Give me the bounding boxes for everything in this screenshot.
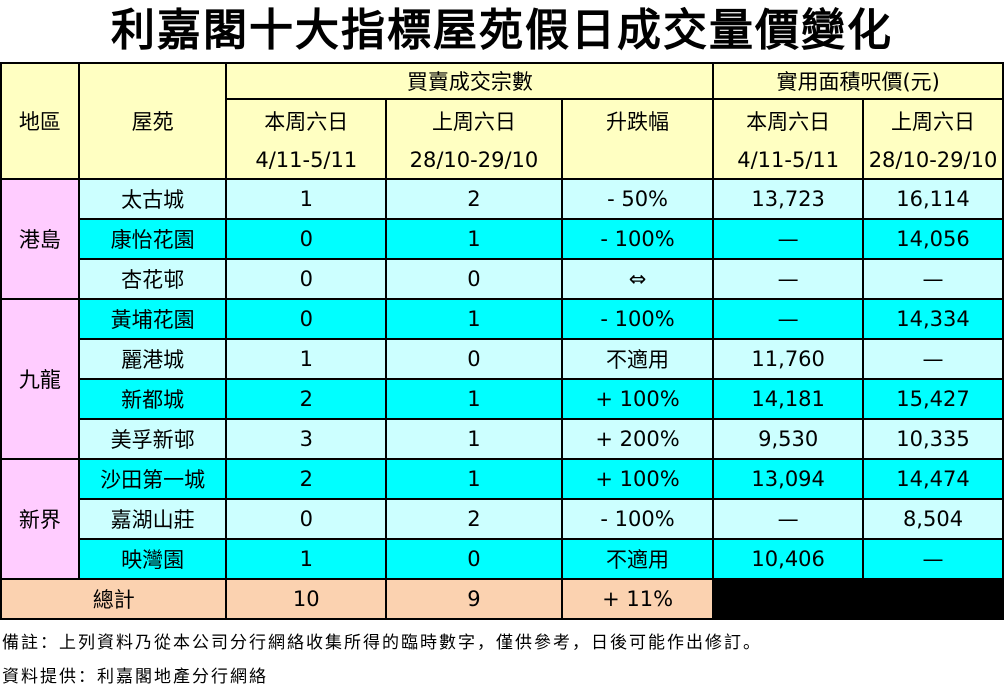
change-cell: - 100% xyxy=(560,218,715,260)
table-row: 嘉湖山莊 0 2 - 100% — 8,504 xyxy=(1,498,1004,540)
change-cell: 不適用 xyxy=(560,338,715,380)
header-price-last-week: 上周六日 xyxy=(862,98,1004,141)
tx-last-week-cell: 0 xyxy=(385,258,563,300)
estate-cell: 太古城 xyxy=(77,178,228,220)
price-last-week-cell: 15,427 xyxy=(862,378,1004,420)
district-cell: 港島 xyxy=(0,178,80,300)
estate-cell: 映灣園 xyxy=(77,538,228,580)
change-cell: + 100% xyxy=(560,458,715,500)
table-row: 杏花邨 0 0 ⇔ — — xyxy=(1,258,1004,300)
estate-cell: 沙田第一城 xyxy=(77,458,228,500)
header-price-group: 實用面積呎價(元) xyxy=(712,62,1004,100)
source-note: 資料提供：利嘉閣地產分行網絡 xyxy=(2,667,268,687)
total-price-blank xyxy=(712,578,1004,620)
estate-cell: 杏花邨 xyxy=(77,258,228,300)
table-row: 港島 太古城 1 2 - 50% 13,723 16,114 xyxy=(0,178,1004,300)
table-row: 新都城 2 1 + 100% 14,181 15,427 xyxy=(1,378,1004,420)
header-district: 地區 xyxy=(0,62,80,180)
price-last-week-cell: 14,334 xyxy=(862,298,1004,340)
table-row: 映灣園 1 0 不適用 10,406 — xyxy=(1,538,1004,580)
price-this-week-cell: 11,760 xyxy=(712,338,865,380)
tx-last-week-cell: 2 xyxy=(385,498,563,540)
tx-last-week-cell: 0 xyxy=(385,338,563,380)
change-cell: - 100% xyxy=(560,298,715,340)
change-cell: - 100% xyxy=(560,498,715,540)
tx-this-week-cell: 0 xyxy=(225,498,388,540)
change-cell: + 100% xyxy=(560,378,715,420)
estate-cell: 新都城 xyxy=(77,378,228,420)
price-this-week-cell: — xyxy=(712,218,865,260)
tx-this-week-cell: 2 xyxy=(225,378,388,420)
header-price-this-week-dates: 4/11-5/11 xyxy=(712,141,865,180)
tx-last-week-cell: 0 xyxy=(385,538,563,580)
estate-cell: 嘉湖山莊 xyxy=(77,498,228,540)
district-cell: 新界 xyxy=(0,458,80,580)
price-last-week-cell: — xyxy=(862,338,1004,380)
estate-cell: 麗港城 xyxy=(77,338,228,380)
estate-cell: 康怡花園 xyxy=(77,218,228,260)
remark-note: 備註：上列資料乃從本公司分行網絡收集所得的臨時數字，僅供參考，日後可能作出修訂。 xyxy=(2,633,762,653)
table-row: 新界 沙田第一城 2 1 + 100% 13,094 14,474 xyxy=(0,458,1004,580)
price-last-week-cell: 8,504 xyxy=(862,498,1004,540)
total-change: + 11% xyxy=(560,578,715,620)
header-tx-last-week: 上周六日 xyxy=(385,98,563,141)
price-this-week-cell: 13,723 xyxy=(712,178,865,220)
tx-this-week-cell: 3 xyxy=(225,418,388,460)
district-cell: 九龍 xyxy=(0,298,80,460)
page-title: 利嘉閣十大指標屋苑假日成交量價變化 xyxy=(111,5,893,56)
header-change: 升跌幅 xyxy=(560,98,715,180)
tx-this-week-cell: 1 xyxy=(225,538,388,580)
estate-cell: 黃埔花園 xyxy=(77,298,228,340)
change-cell: ⇔ xyxy=(560,258,715,300)
price-last-week-cell: 10,335 xyxy=(862,418,1004,460)
total-last-week: 9 xyxy=(385,578,563,620)
tx-last-week-cell: 1 xyxy=(385,418,563,460)
price-this-week-cell: — xyxy=(712,298,865,340)
tx-this-week-cell: 1 xyxy=(225,178,388,220)
price-last-week-cell: 14,056 xyxy=(862,218,1004,260)
table-row: 麗港城 1 0 不適用 11,760 — xyxy=(1,338,1004,380)
tx-last-week-cell: 1 xyxy=(385,298,563,340)
total-row: 總計 10 9 + 11% xyxy=(0,578,1004,620)
price-last-week-cell: — xyxy=(862,538,1004,580)
change-cell: 不適用 xyxy=(560,538,715,580)
price-last-week-cell: 14,474 xyxy=(862,458,1004,500)
transactions-table: 地區 屋苑 買賣成交宗數 實用面積呎價(元) 本周六日 上周六日 升跌幅 本周六… xyxy=(0,62,1004,620)
header-tx-this-week-dates: 4/11-5/11 xyxy=(225,141,388,180)
tx-this-week-cell: 0 xyxy=(225,218,388,260)
header-transactions-group: 買賣成交宗數 xyxy=(225,62,715,100)
price-last-week-cell: 16,114 xyxy=(862,178,1004,220)
price-last-week-cell: — xyxy=(862,258,1004,300)
tx-this-week-cell: 0 xyxy=(225,258,388,300)
table-row: 九龍 黃埔花園 0 1 - 100% — 14,334 xyxy=(0,298,1004,460)
tx-last-week-cell: 1 xyxy=(385,378,563,420)
header-price-last-week-dates: 28/10-29/10 xyxy=(862,141,1004,180)
header-tx-last-week-dates: 28/10-29/10 xyxy=(385,141,563,180)
tx-last-week-cell: 1 xyxy=(385,218,563,260)
price-this-week-cell: 14,181 xyxy=(712,378,865,420)
change-cell: + 200% xyxy=(560,418,715,460)
tx-last-week-cell: 2 xyxy=(385,178,563,220)
tx-this-week-cell: 2 xyxy=(225,458,388,500)
estate-cell: 美孚新邨 xyxy=(77,418,228,460)
total-this-week: 10 xyxy=(225,578,388,620)
change-cell: - 50% xyxy=(560,178,715,220)
price-this-week-cell: 9,530 xyxy=(712,418,865,460)
total-label: 總計 xyxy=(0,578,228,620)
header-estate: 屋苑 xyxy=(77,62,228,180)
tx-this-week-cell: 1 xyxy=(225,338,388,380)
tx-this-week-cell: 0 xyxy=(225,298,388,340)
price-this-week-cell: — xyxy=(712,258,865,300)
header-tx-this-week: 本周六日 xyxy=(225,98,388,141)
table-row: 康怡花園 0 1 - 100% — 14,056 xyxy=(1,218,1004,260)
price-this-week-cell: 13,094 xyxy=(712,458,865,500)
price-this-week-cell: — xyxy=(712,498,865,540)
tx-last-week-cell: 1 xyxy=(385,458,563,500)
table-row: 美孚新邨 3 1 + 200% 9,530 10,335 xyxy=(1,418,1004,460)
price-this-week-cell: 10,406 xyxy=(712,538,865,580)
header-price-this-week: 本周六日 xyxy=(712,98,865,141)
